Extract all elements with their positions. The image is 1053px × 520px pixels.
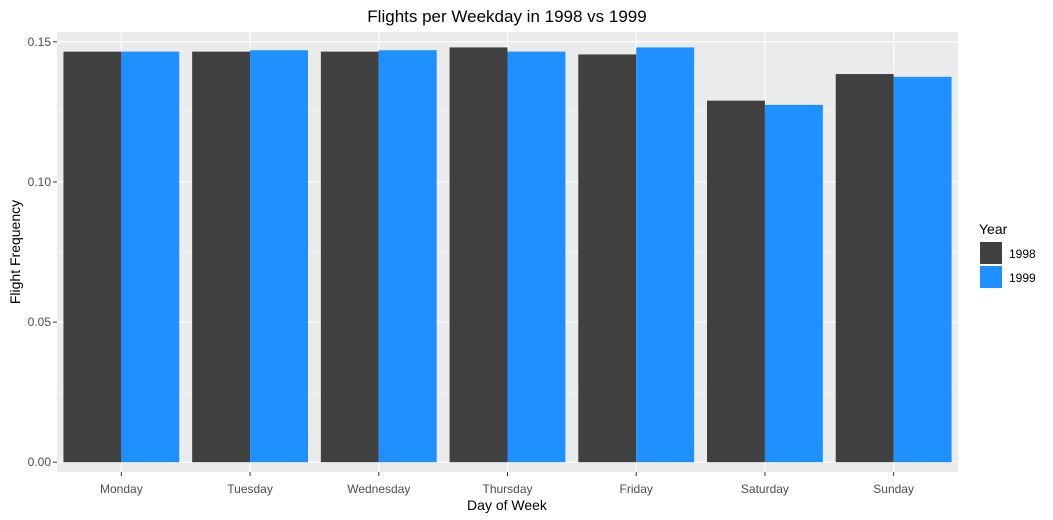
- legend-key-1999: [980, 266, 1002, 288]
- bar-1999-sunday: [893, 76, 952, 463]
- x-axis: Monday Tuesday Wednesday Thursday Friday Satu…: [100, 472, 914, 496]
- bar-1998-wednesday: [320, 51, 379, 463]
- bar-1998-thursday: [449, 47, 508, 463]
- bar-1999-saturday: [764, 104, 823, 463]
- bar-1999-wednesday: [378, 50, 437, 463]
- y-axis-title: Flight Frequency: [7, 200, 23, 304]
- legend-title: Year: [979, 221, 1008, 237]
- legend-label-1999: 1999: [1009, 271, 1036, 285]
- y-tick-label: 0.05: [28, 315, 52, 329]
- x-tick-label: Sunday: [873, 482, 914, 496]
- bar-1998-monday: [63, 51, 122, 463]
- y-tick-label: 0.15: [28, 35, 52, 49]
- y-tick-label: 0.00: [28, 455, 52, 469]
- bar-1998-friday: [578, 54, 637, 463]
- y-axis: 0.00 0.05 0.10 0.15: [28, 35, 57, 469]
- bar-1999-tuesday: [250, 50, 308, 463]
- bar-1998-saturday: [707, 100, 765, 463]
- y-tick-label: 0.10: [28, 175, 52, 189]
- bar-1999-thursday: [507, 51, 566, 463]
- bar-1999-monday: [121, 51, 180, 463]
- legend-key-1998: [980, 242, 1002, 264]
- chart-title: Flights per Weekday in 1998 vs 1999: [367, 7, 646, 26]
- bar-1998-sunday: [835, 74, 894, 463]
- x-tick-label: Monday: [100, 482, 143, 496]
- bars: [63, 47, 952, 463]
- legend: Year 1998 1999: [979, 221, 1036, 288]
- x-axis-title: Day of Week: [467, 497, 548, 513]
- x-tick-label: Tuesday: [227, 482, 273, 496]
- x-tick-label: Wednesday: [347, 482, 410, 496]
- legend-label-1998: 1998: [1009, 247, 1036, 261]
- x-tick-label: Friday: [620, 482, 653, 496]
- x-tick-label: Saturday: [741, 482, 789, 496]
- bar-1999-friday: [636, 47, 695, 463]
- bar-1998-tuesday: [192, 51, 251, 463]
- x-tick-label: Thursday: [482, 482, 532, 496]
